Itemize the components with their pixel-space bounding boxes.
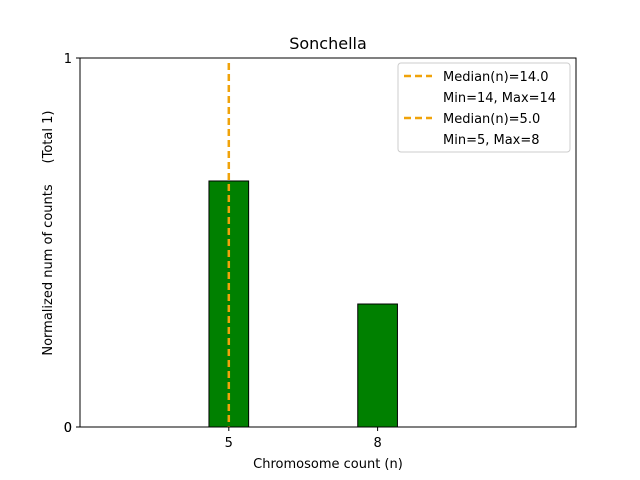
x-tick-label-5: 5 xyxy=(225,436,233,451)
legend-sublabel-1: Min=14, Max=14 xyxy=(443,91,556,106)
legend-box xyxy=(397,62,571,153)
y-axis-label-note: (Total 1) xyxy=(41,111,56,164)
legend: Median(n)=14.0 Min=14, Max=14 Median(n)=… xyxy=(397,62,571,153)
y-axis-label: Normalized num of counts xyxy=(41,184,56,355)
x-axis-label: Chromosome count (n) xyxy=(253,457,403,472)
y-axis-ticks: 010 xyxy=(64,52,80,436)
chart-title: Sonchella xyxy=(289,34,367,53)
legend-sublabel-2: Min=5, Max=8 xyxy=(443,133,540,148)
plot-area-frame xyxy=(79,57,577,428)
x-tick-label-8: 8 xyxy=(373,436,381,451)
legend-label-1: Median(n)=14.0 xyxy=(443,70,549,85)
y-tick-label-1: 1 xyxy=(64,52,72,67)
bar-8 xyxy=(357,303,398,428)
y-tick-label-extra: 0 xyxy=(64,421,72,436)
y-tick-label-0: 0 xyxy=(64,421,72,436)
legend-label-2: Median(n)=5.0 xyxy=(443,112,540,127)
